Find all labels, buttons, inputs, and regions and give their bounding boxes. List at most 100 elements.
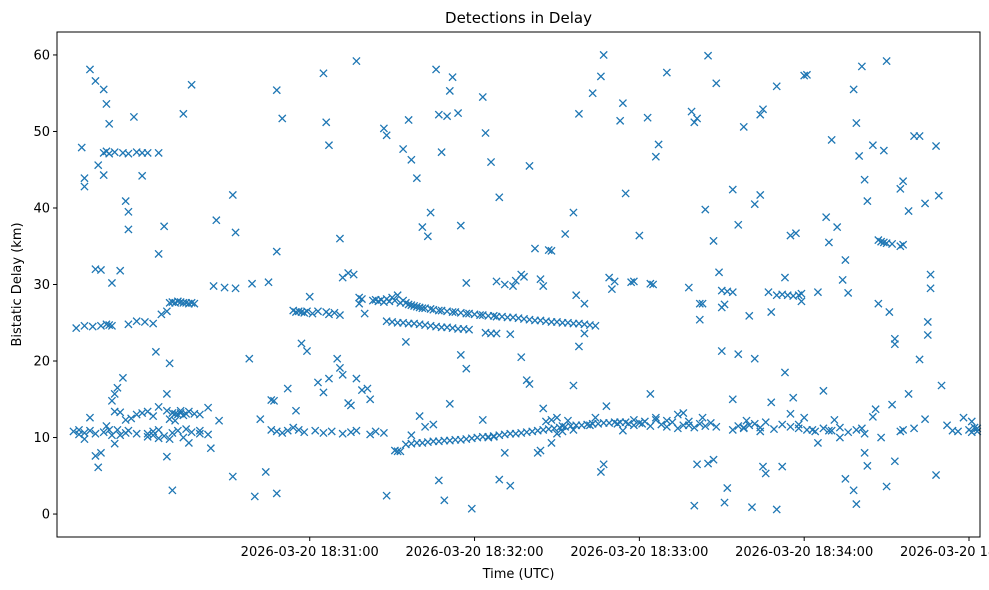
data-point-34: [313, 307, 323, 316]
data-point-275: [121, 197, 130, 206]
data-point-474: [250, 492, 259, 501]
data-point-413: [879, 146, 888, 155]
data-point-523: [547, 438, 556, 447]
data-point-323: [448, 73, 457, 82]
data-point-554: [739, 423, 748, 432]
data-point-576: [849, 486, 858, 495]
data-point-311: [399, 145, 408, 154]
data-point-136: [879, 238, 888, 247]
data-point-531: [596, 467, 605, 477]
data-point-299: [319, 69, 328, 78]
data-point-455: [96, 448, 106, 457]
data-point-257: [778, 420, 787, 429]
data-point-72: [475, 311, 485, 320]
data-point-359: [635, 231, 644, 240]
data-point-353: [610, 277, 619, 286]
data-point-448: [204, 403, 213, 412]
y-tick-label-0: 0: [42, 508, 50, 523]
data-point-549: [717, 347, 726, 356]
data-point-356: [621, 189, 630, 198]
data-point-364: [654, 140, 663, 149]
data-point-511: [478, 415, 487, 424]
data-point-410: [863, 197, 872, 206]
data-point-518: [522, 376, 531, 385]
data-point-430: [118, 373, 127, 382]
data-point-533: [602, 402, 611, 411]
y-tick-label-2: 20: [33, 355, 50, 370]
data-point-171: [278, 428, 287, 437]
data-point-140: [899, 240, 908, 249]
data-point-114: [506, 330, 515, 339]
data-point-424: [923, 317, 932, 327]
data-point-25: [231, 284, 240, 293]
data-point-581: [868, 412, 877, 421]
data-point-368: [690, 118, 699, 127]
data-point-342: [547, 246, 556, 255]
data-point-174: [294, 425, 303, 434]
data-point-362: [649, 280, 658, 289]
x-axis-label: Time (UTC): [482, 567, 555, 582]
data-point-592: [921, 415, 930, 424]
data-point-584: [882, 482, 891, 491]
data-point-305: [349, 270, 358, 279]
data-point-535: [618, 426, 627, 435]
data-point-603: [970, 423, 979, 432]
data-point-580: [863, 461, 872, 470]
data-point-258: [786, 422, 795, 431]
data-point-555: [742, 416, 751, 425]
data-point-49: [390, 296, 399, 305]
data-point-569: [808, 425, 817, 434]
data-point-230: [563, 416, 573, 425]
data-point-167: [184, 407, 193, 416]
data-point-148: [113, 425, 122, 434]
data-point-560: [761, 469, 770, 478]
data-point-124: [154, 148, 163, 157]
data-point-385: [756, 190, 765, 200]
data-point-515: [500, 448, 509, 457]
data-point-500: [401, 337, 410, 346]
data-point-376: [712, 79, 721, 88]
data-point-309: [379, 124, 388, 133]
data-point-585: [888, 400, 897, 409]
data-point-501: [407, 431, 416, 440]
data-point-372: [698, 299, 707, 308]
data-point-159: [204, 430, 213, 439]
data-point-553: [734, 350, 743, 359]
data-point-595: [931, 470, 941, 480]
data-point-577: [852, 500, 861, 509]
data-point-566: [789, 393, 798, 402]
data-point-61: [426, 304, 435, 314]
data-point-426: [931, 141, 941, 151]
data-point-509: [462, 364, 471, 373]
data-point-437: [127, 414, 136, 423]
data-point-487: [333, 354, 342, 363]
data-point-596: [937, 381, 946, 390]
data-point-486: [324, 374, 334, 383]
data-point-110: [464, 325, 474, 334]
data-point-568: [800, 413, 809, 422]
data-point-249: [728, 425, 737, 434]
data-point-427: [934, 191, 943, 200]
data-point-281: [107, 278, 116, 288]
data-point-505: [434, 476, 443, 485]
data-point-373: [701, 205, 710, 214]
data-point-123: [143, 148, 152, 157]
data-point-371: [695, 299, 704, 308]
y-tick-label-4: 40: [33, 201, 50, 216]
data-point-407: [855, 151, 864, 161]
data-point-521: [536, 446, 545, 455]
y-axis-label: Bistatic Delay (km): [10, 222, 25, 346]
data-point-397: [813, 288, 822, 297]
data-point-264: [835, 423, 844, 432]
data-point-350: [599, 50, 608, 60]
data-point-183: [371, 427, 380, 436]
data-point-272: [102, 99, 111, 108]
data-point-428: [151, 347, 160, 356]
data-point-425: [926, 270, 935, 279]
data-point-415: [885, 307, 894, 317]
data-point-296: [272, 86, 281, 95]
data-point-306: [352, 57, 361, 66]
data-point-246: [701, 421, 710, 431]
data-point-499: [396, 447, 405, 456]
data-point-247: [706, 418, 715, 428]
